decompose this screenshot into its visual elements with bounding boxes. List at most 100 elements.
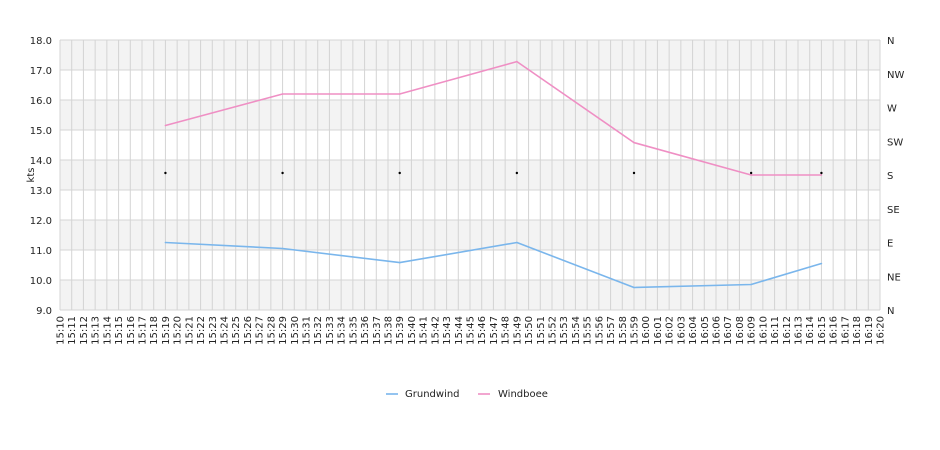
- x-tick-label: 15:48: [501, 316, 512, 345]
- y-tick-label: 18.0: [30, 36, 52, 47]
- x-tick-label: 15:55: [583, 316, 594, 345]
- x-tick-label: 15:35: [348, 316, 359, 345]
- x-tick-label: 15:33: [325, 316, 336, 345]
- x-tick-label: 16:14: [805, 316, 816, 345]
- y2-tick-label: SE: [887, 205, 900, 216]
- x-tick-label: 16:08: [735, 316, 746, 345]
- x-tick-label: 15:30: [290, 316, 301, 345]
- x-tick-label: 16:19: [864, 316, 875, 345]
- y2-tick-label: N: [887, 306, 894, 317]
- x-tick-label: 15:57: [606, 316, 617, 345]
- x-tick-label: 16:12: [782, 316, 793, 345]
- x-tick-label: 16:16: [829, 316, 840, 345]
- x-tick-label: 16:18: [852, 316, 863, 345]
- y-tick-label: 12.0: [30, 216, 52, 227]
- y-tick-label: 13.0: [30, 186, 52, 197]
- x-tick-label: 15:23: [208, 316, 219, 345]
- x-tick-label: 15:40: [407, 316, 418, 345]
- x-tick-label: 15:28: [266, 316, 277, 345]
- x-tick-label: 15:32: [313, 316, 324, 345]
- x-tick-label: 15:31: [302, 316, 313, 345]
- x-tick-label: 15:15: [114, 316, 125, 345]
- x-tick-label: 15:19: [161, 316, 172, 345]
- x-tick-label: 15:11: [67, 316, 78, 345]
- x-tick-label: 15:22: [196, 316, 207, 345]
- x-tick-label: 15:26: [243, 316, 254, 345]
- data-point-windboee: [516, 60, 518, 63]
- x-tick-label: 16:10: [758, 316, 769, 345]
- x-tick-label: 15:59: [630, 316, 641, 345]
- x-tick-label: 15:20: [173, 316, 184, 345]
- direction-marker: [515, 171, 519, 175]
- x-tick-label: 15:49: [512, 316, 523, 345]
- y2-tick-label: N: [887, 36, 894, 47]
- x-tick-label: 16:00: [641, 316, 652, 345]
- x-tick-label: 15:44: [454, 316, 465, 345]
- data-point-grundwind: [516, 241, 518, 244]
- x-tick-label: 15:50: [524, 316, 535, 345]
- x-tick-label: 16:11: [770, 316, 781, 345]
- y2-tick-label: NE: [887, 272, 901, 283]
- direction-marker: [398, 171, 401, 175]
- x-tick-label: 16:13: [794, 316, 805, 345]
- y-tick-label: 9.0: [36, 306, 52, 317]
- direction-marker: [749, 171, 753, 175]
- x-tick-label: 15:54: [571, 316, 582, 345]
- direction-marker: [281, 171, 284, 175]
- x-tick-label: 15:56: [594, 316, 605, 345]
- x-tick-label: 15:41: [419, 316, 430, 345]
- x-tick-label: 15:51: [536, 316, 547, 345]
- data-point-windboee: [164, 124, 167, 127]
- x-tick-label: 16:05: [700, 316, 711, 345]
- x-tick-label: 15:39: [395, 316, 406, 345]
- data-point-grundwind: [164, 241, 167, 244]
- x-tick-label: 15:37: [372, 316, 383, 345]
- y-tick-label: 14.0: [30, 156, 52, 167]
- data-point-windboee: [398, 93, 401, 95]
- y2-tick-label: W: [887, 104, 897, 115]
- direction-marker: [820, 171, 823, 175]
- y-tick-label: 10.0: [30, 276, 52, 287]
- x-tick-label: 15:16: [126, 316, 137, 345]
- x-tick-label: 15:58: [618, 316, 629, 345]
- y-tick-label: 11.0: [30, 246, 52, 257]
- y2-tick-label: SW: [887, 137, 903, 148]
- x-tick-label: 16:07: [723, 316, 734, 345]
- x-tick-label: 15:52: [548, 316, 559, 345]
- x-tick-label: 15:24: [220, 316, 231, 345]
- x-tick-label: 15:43: [442, 316, 453, 345]
- y-tick-label: 15.0: [30, 126, 52, 137]
- x-tick-label: 16:04: [688, 316, 699, 345]
- y-axis-title: kts: [26, 168, 37, 183]
- x-tick-label: 15:18: [149, 316, 160, 345]
- x-tick-label: 15:36: [360, 316, 371, 345]
- data-point-grundwind: [633, 286, 635, 289]
- x-tick-label: 15:13: [91, 316, 102, 345]
- x-tick-label: 16:06: [712, 316, 723, 345]
- x-tick-label: 15:47: [489, 316, 500, 345]
- x-tick-label: 16:01: [653, 316, 664, 345]
- data-point-windboee: [633, 141, 635, 144]
- data-point-grundwind: [820, 262, 823, 265]
- x-tick-label: 15:25: [231, 316, 242, 345]
- data-point-grundwind: [750, 283, 752, 286]
- y2-tick-label: E: [887, 239, 893, 250]
- data-point-windboee: [750, 174, 752, 176]
- x-tick-label: 16:09: [747, 316, 758, 345]
- x-tick-label: 15:12: [79, 316, 90, 345]
- data-point-grundwind: [398, 261, 401, 264]
- x-tick-label: 15:34: [337, 316, 348, 345]
- x-tick-label: 15:10: [56, 316, 67, 345]
- direction-marker: [164, 171, 167, 175]
- y-tick-label: 17.0: [30, 66, 52, 77]
- y2-tick-label: NW: [887, 70, 904, 81]
- x-tick-label: 15:53: [559, 316, 570, 345]
- x-tick-label: 16:17: [840, 316, 851, 345]
- data-point-windboee: [820, 174, 823, 176]
- x-tick-label: 15:14: [102, 316, 113, 345]
- direction-marker: [632, 171, 636, 175]
- legend-label-windboee: Windboee: [498, 389, 548, 400]
- x-tick-label: 15:29: [278, 316, 289, 345]
